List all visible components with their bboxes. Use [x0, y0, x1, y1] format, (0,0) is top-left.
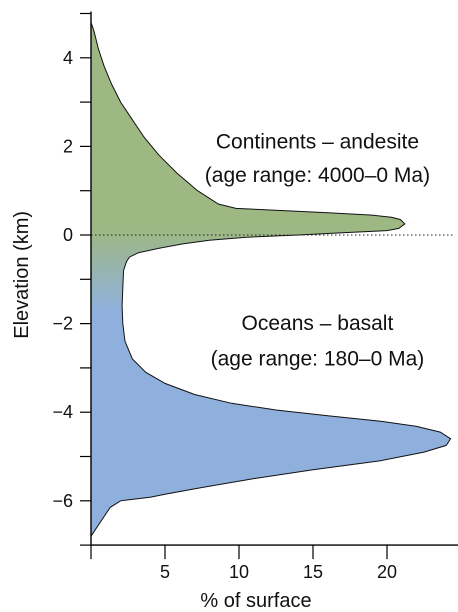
- chart-annotation: Oceans – basalt: [242, 312, 394, 335]
- chart-annotation: (age range: 4000–0 Ma): [205, 164, 430, 187]
- x-axis-title: % of surface: [200, 590, 311, 612]
- y-tick-label: −2: [52, 314, 73, 334]
- x-tick-label: 15: [303, 562, 323, 582]
- x-tick-label: 5: [160, 562, 170, 582]
- plot-area: [90, 22, 455, 538]
- chart-annotation: (age range: 180–0 Ma): [211, 348, 425, 371]
- tick-labels: −6 −4 −2 0 2 4 5 10 15 20: [52, 48, 397, 582]
- x-tick-label: 20: [377, 562, 397, 582]
- x-tick-label: 10: [229, 562, 249, 582]
- y-tick-label: 4: [63, 48, 73, 68]
- chart-annotation: Continents – andesite: [216, 131, 419, 154]
- y-tick-label: 2: [63, 136, 73, 156]
- annotations: Continents – andesite (age range: 4000–0 …: [205, 131, 430, 371]
- y-tick-label: −4: [52, 402, 73, 422]
- y-axis-title: Elevation (km): [11, 211, 33, 339]
- y-tick-label: −6: [52, 491, 73, 511]
- hypsometric-area: [90, 22, 452, 538]
- tick-marks: [80, 12, 388, 560]
- y-tick-label: 0: [63, 225, 73, 245]
